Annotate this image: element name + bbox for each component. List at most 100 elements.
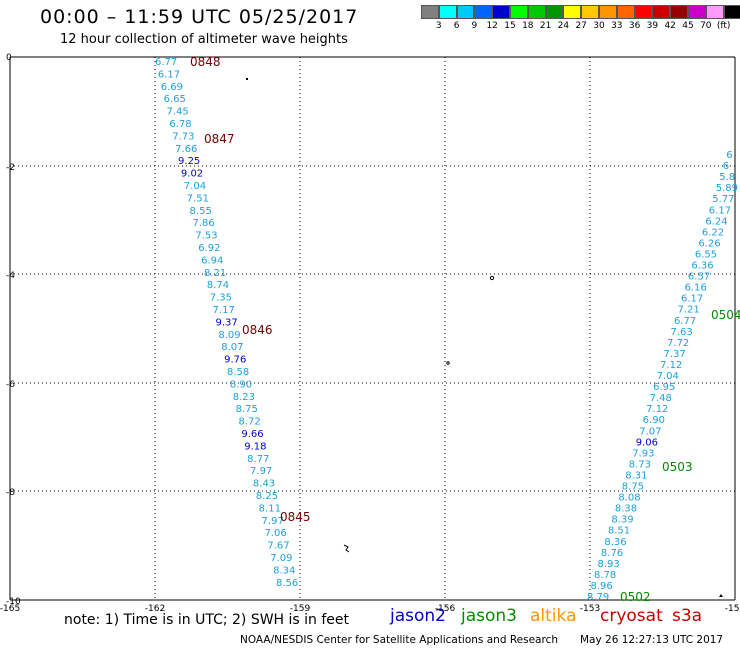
wave-height-label: 8.93 xyxy=(597,559,619,570)
wave-height-label: 8.07 xyxy=(221,342,243,353)
wave-height-label: 7.35 xyxy=(210,293,232,304)
wave-height-label: 6.26 xyxy=(698,238,720,249)
x-tick-label: -150 xyxy=(725,604,740,614)
wave-height-label: 8.73 xyxy=(629,459,651,470)
wave-height-label: 7.51 xyxy=(187,193,209,204)
wave-height-label: 6.95 xyxy=(653,382,675,393)
wave-height-label: 8.74 xyxy=(207,280,229,291)
legend-label: 21 xyxy=(539,21,552,31)
wave-height-label: 6.77 xyxy=(674,316,696,327)
legend-label: 36 xyxy=(628,21,641,31)
legend-label: 30 xyxy=(593,21,605,31)
y-tick-label: -8 xyxy=(6,488,15,498)
wave-height-label: 7.86 xyxy=(192,218,214,229)
page-title: 00:00 – 11:59 UTC 05/25/2017 xyxy=(40,6,359,28)
axis-ticks: -165 -162 -159 -156 -153 -150 0 -2 -4 -6 -8 -10 xyxy=(0,53,740,614)
wave-height-label: 8.51 xyxy=(608,526,630,537)
wave-height-label: 9.02 xyxy=(181,169,203,180)
legend-swatch xyxy=(634,5,653,19)
y-tick-label: -2 xyxy=(6,163,15,173)
wave-height-label: 8.58 xyxy=(227,367,249,378)
legend-swatch xyxy=(545,5,564,19)
wave-height-label: 6.69 xyxy=(161,82,183,93)
wave-height-label: 7.45 xyxy=(167,107,189,118)
wave-height-label: 9.18 xyxy=(244,441,266,452)
wave-height-label: 6.57 xyxy=(688,272,710,283)
wave-height-label: 9.37 xyxy=(215,317,237,328)
pass-time-label: 0846 xyxy=(242,323,273,337)
legend-label: 12 xyxy=(486,21,498,31)
wave-height-label: 7.53 xyxy=(195,231,217,242)
legend-swatch xyxy=(509,5,528,19)
wave-height-label: 6.77 xyxy=(155,57,177,68)
wave-height-label: 8.78 xyxy=(594,570,616,581)
wave-height-label: 8.72 xyxy=(239,417,261,428)
wave-height-label: 8.43 xyxy=(253,479,275,490)
y-tick-label: 0 xyxy=(6,53,12,63)
legend-swatch xyxy=(670,5,688,19)
legend-labels: 3 6 9 12 15 18 21 24 27 30 33 36 39 42 45 70 (ft) xyxy=(421,19,740,33)
x-tick-label: -153 xyxy=(580,604,600,614)
legend-swatch xyxy=(581,5,599,19)
island-marker xyxy=(719,594,723,597)
legend-label: 6 xyxy=(453,21,460,31)
legend-swatch xyxy=(705,5,724,19)
wave-height-label: 8.25 xyxy=(256,491,278,502)
x-tick-label: -165 xyxy=(0,604,20,614)
wave-height-label: 8.76 xyxy=(601,548,623,559)
pass-time-label: 0845 xyxy=(280,510,311,524)
wave-height-label: 8.96 xyxy=(590,581,612,592)
island-marker xyxy=(246,78,248,80)
track-1: 6.776.17 6.696.65 7.456.787.73 7.669.25 9.02… xyxy=(155,55,311,589)
y-tick-label: -6 xyxy=(6,380,15,390)
legend-swatches xyxy=(421,5,740,19)
wave-height-label: 7.73 xyxy=(172,131,194,142)
wave-height-label: 7.67 xyxy=(267,541,289,552)
legend-cryosat: cryosat xyxy=(600,606,663,626)
legend-label: 70 xyxy=(700,21,712,31)
y-tick-label: -10 xyxy=(6,597,21,607)
legend-swatch xyxy=(456,5,475,19)
wave-height-label: 8.09 xyxy=(218,330,240,341)
wave-height-label: 8.39 xyxy=(611,515,633,526)
wave-height-label: 6.16 xyxy=(684,283,706,294)
wave-height-label: 8.79 xyxy=(587,592,609,603)
pass-time-label: 0848 xyxy=(190,55,221,69)
wave-height-label: 6.65 xyxy=(164,94,186,105)
island-marker xyxy=(343,544,350,553)
wave-height-label: 7.04 xyxy=(184,181,206,192)
wave-height-label: 9.76 xyxy=(224,355,246,366)
legend-swatch xyxy=(563,5,582,19)
wave-height-label: 6 xyxy=(726,150,732,161)
legend-label: 39 xyxy=(646,21,659,31)
wave-height-label: 7.07 xyxy=(639,426,661,437)
wave-height-label: 5.89 xyxy=(716,183,738,194)
island-marker xyxy=(489,275,495,281)
footer-note: note: 1) Time is in UTC; 2) SWH is in fe… xyxy=(64,612,350,628)
wave-height-label: 7.66 xyxy=(175,144,197,155)
wave-height-label: 8.34 xyxy=(273,565,295,576)
wave-height-label: 6.36 xyxy=(691,261,713,272)
track-2: 8.798.968.788.938.768.368.518.398.388.08… xyxy=(587,150,740,604)
wave-height-label: 8.21 xyxy=(204,268,226,279)
wave-height-label: 6.92 xyxy=(198,243,220,254)
wave-height-label: 8.55 xyxy=(190,206,212,217)
legend-swatch xyxy=(652,5,671,19)
legend-swatch xyxy=(527,5,546,19)
wave-height-label: 7.17 xyxy=(213,305,235,316)
wave-height-label: 9.66 xyxy=(241,429,263,440)
legend-altika: altika xyxy=(530,606,577,626)
wave-height-label: 7.97 xyxy=(262,516,284,527)
wave-height-label: 5.77 xyxy=(712,194,734,205)
wave-height-label: 7.21 xyxy=(677,305,699,316)
timestamp: May 26 12:27:13 UTC 2017 xyxy=(580,634,724,646)
wave-height-label: 7.37 xyxy=(664,349,686,360)
x-tick-label: -159 xyxy=(290,604,311,614)
wave-height-label: 7.12 xyxy=(660,360,682,371)
wave-height-label: 7.04 xyxy=(657,371,679,382)
wave-height-label: 8.77 xyxy=(247,454,269,465)
wave-height-label: 9.06 xyxy=(636,437,658,448)
wave-height-label: 6.17 xyxy=(681,294,703,305)
wave-height-label: 8.08 xyxy=(618,493,640,504)
